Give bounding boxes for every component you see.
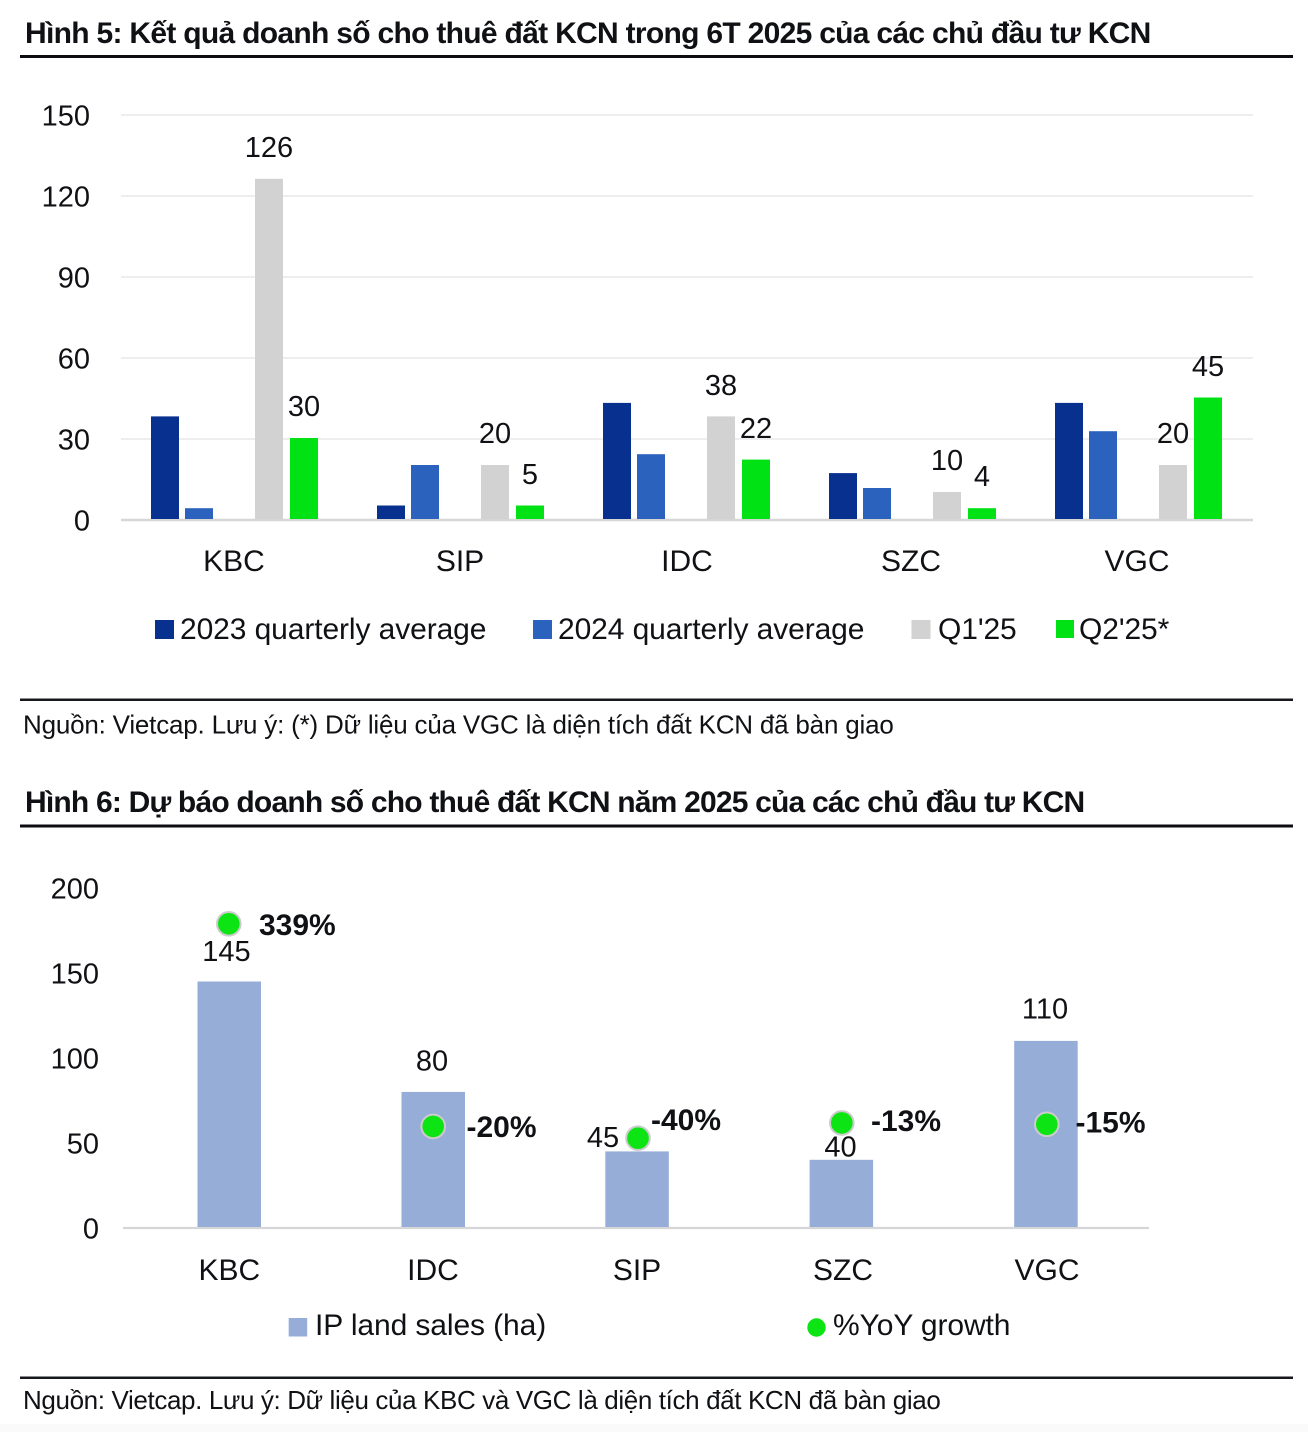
svg-text:0: 0 [83,1214,99,1246]
svg-text:5: 5 [522,459,538,491]
svg-text:VGC: VGC [1014,1254,1079,1287]
svg-text:45: 45 [587,1122,619,1154]
svg-text:120: 120 [42,182,90,214]
svg-text:%YoY growth: %YoY growth [833,1309,1010,1342]
svg-text:Nguồn: Vietcap. Lưu ý: (*) Dữ: Nguồn: Vietcap. Lưu ý: (*) Dữ liệu của V… [23,710,894,740]
svg-text:KBC: KBC [203,545,265,578]
svg-text:150: 150 [42,101,90,133]
svg-text:339%: 339% [259,909,336,942]
svg-text:110: 110 [1022,994,1068,1026]
svg-text:Q2'25*: Q2'25* [1079,613,1170,646]
svg-text:200: 200 [51,874,99,906]
svg-text:50: 50 [67,1129,99,1161]
svg-text:2023 quarterly average: 2023 quarterly average [180,613,486,646]
svg-text:45: 45 [1192,351,1224,383]
svg-text:Nguồn: Vietcap. Lưu ý: Dữ liệu: Nguồn: Vietcap. Lưu ý: Dữ liệu của KBC v… [23,1385,940,1415]
svg-text:Hình 6: Dự báo doanh số cho th: Hình 6: Dự báo doanh số cho thuê đất KCN… [25,786,1084,819]
svg-text:0: 0 [74,506,90,538]
svg-text:40: 40 [824,1132,856,1164]
svg-text:126: 126 [245,132,293,164]
svg-text:IDC: IDC [661,545,713,578]
svg-text:SIP: SIP [613,1254,661,1287]
svg-text:30: 30 [58,425,90,457]
svg-text:10: 10 [931,445,963,477]
svg-text:145: 145 [202,936,250,968]
svg-text:100: 100 [51,1044,99,1076]
svg-text:-13%: -13% [871,1105,941,1138]
svg-text:Hình 5: Kết quả doanh số cho t: Hình 5: Kết quả doanh số cho thuê đất KC… [25,17,1151,50]
svg-text:IP land sales (ha): IP land sales (ha) [315,1309,546,1342]
svg-text:SIP: SIP [436,545,484,578]
svg-text:Q1'25: Q1'25 [938,613,1017,646]
svg-text:2024 quarterly average: 2024 quarterly average [558,613,864,646]
svg-text:KBC: KBC [198,1254,260,1287]
svg-text:30: 30 [288,391,320,423]
svg-text:150: 150 [51,959,99,991]
svg-text:-40%: -40% [651,1104,721,1137]
svg-text:22: 22 [740,413,772,445]
svg-text:90: 90 [58,263,90,295]
svg-text:4: 4 [974,461,990,493]
svg-text:60: 60 [58,344,90,376]
svg-text:IDC: IDC [407,1254,459,1287]
svg-text:-15%: -15% [1076,1107,1146,1140]
svg-text:20: 20 [1157,418,1189,450]
svg-text:38: 38 [705,370,737,402]
svg-text:20: 20 [479,418,511,450]
svg-text:80: 80 [416,1046,448,1078]
svg-text:-20%: -20% [467,1111,537,1144]
svg-text:SZC: SZC [881,545,941,578]
svg-text:SZC: SZC [813,1254,873,1287]
svg-text:VGC: VGC [1104,545,1169,578]
